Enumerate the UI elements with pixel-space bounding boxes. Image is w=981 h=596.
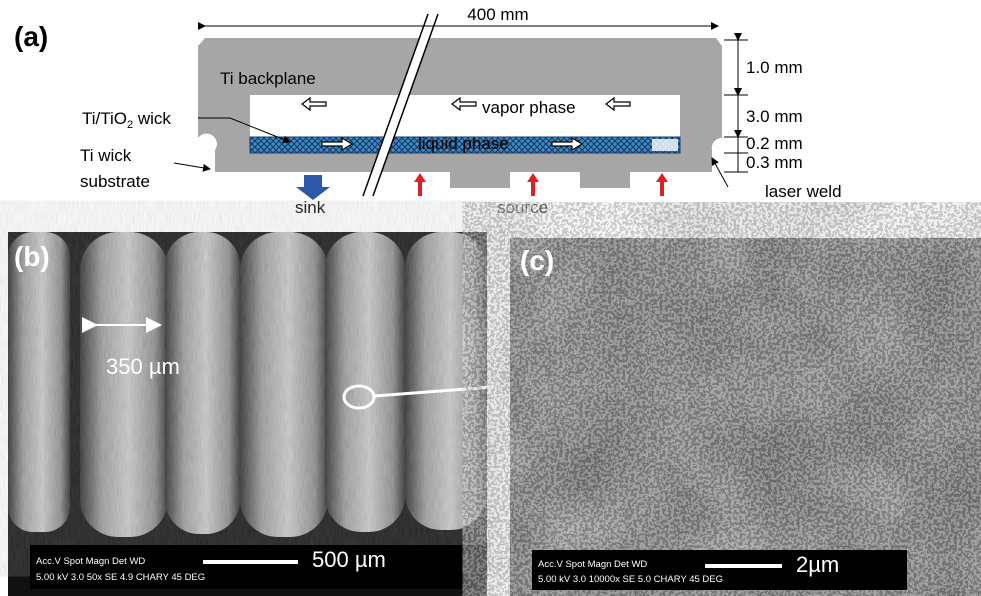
panel-b: (b) 350 µm Acc.V Spot Magn Det WD 5.00 k… [8,232,572,596]
label: substrate [80,172,150,191]
panel-label: (c) [520,245,554,276]
label: Ti/TiO2 wick [82,109,171,131]
dimension: 0.3 mm [746,153,803,172]
dimension: 400 mm [467,5,528,24]
label: sink [295,198,326,217]
label: vapor phase [482,98,576,117]
label: source [497,198,548,217]
panel-c: (c) Acc.V Spot Magn Det WD 5.00 kV 3.0 1… [510,238,981,596]
columns [8,232,487,545]
label: Ti backplane [220,69,316,88]
panel-label: (b) [14,241,50,272]
dimension: 0.2 mm [746,134,803,153]
scale-label: 500 µm [312,547,386,572]
label: Ti wick [80,146,132,165]
pointer [174,163,210,169]
info-text: Acc.V Spot Magn Det WD [538,559,647,570]
dimension: 3.0 mm [746,107,803,126]
info-text: Acc.V Spot Magn Det WD [36,556,145,567]
sem-texture [510,238,981,596]
info-text: 5.00 kV 3.0 50x SE 4.9 CHARY 45 DEG [36,572,205,583]
label: liquid phase [418,134,509,153]
dimension: 1.0 mm [746,58,803,77]
figure: (a) 400 mm 1.0 mm 3.0 mm 0.2 mm 0.3 mm T… [0,0,981,596]
scale-label: 2µm [796,552,839,577]
info-text: 5.00 kV 3.0 10000x SE 5.0 CHARY 45 DEG [538,574,723,585]
dimension: 350 µm [106,354,180,379]
panel-a: (a) 400 mm 1.0 mm 3.0 mm 0.2 mm 0.3 mm T… [14,5,842,217]
vertical-dims [724,40,748,172]
vapor-cavity [250,95,680,137]
label: laser weld [765,182,842,201]
panel-label: (a) [14,21,48,52]
wick-gap [652,139,678,151]
sink-arrow [296,175,330,200]
